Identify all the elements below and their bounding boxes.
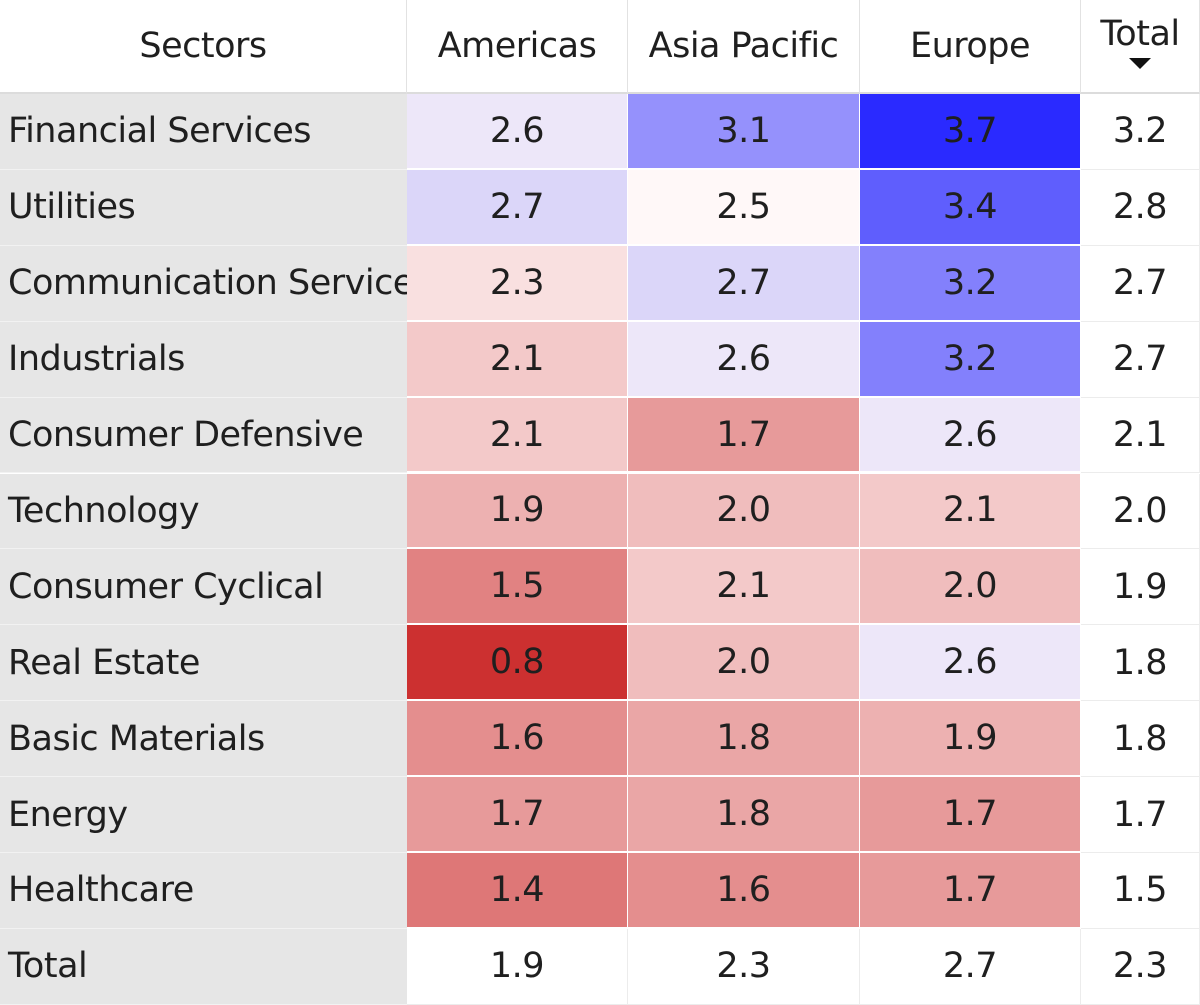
column-header-asia-pacific[interactable]: Asia Pacific: [628, 0, 860, 94]
row-label[interactable]: Industrials: [0, 321, 407, 398]
heatmap-cell[interactable]: 1.7: [860, 853, 1081, 929]
heatmap-cell[interactable]: 2.1: [628, 549, 860, 626]
heatmap-cell[interactable]: 2.5: [628, 169, 860, 246]
row-label[interactable]: Consumer Cyclical: [0, 549, 407, 626]
row-total-cell[interactable]: 2.1: [1081, 397, 1200, 474]
heatmap-cell[interactable]: 1.8: [628, 777, 860, 853]
row-label[interactable]: Financial Services: [0, 94, 407, 170]
heatmap-cell[interactable]: 1.7: [860, 777, 1081, 853]
column-header-europe[interactable]: Europe: [860, 0, 1081, 94]
column-header-total-label: Total: [1100, 14, 1180, 54]
heatmap-cell[interactable]: 1.8: [628, 701, 860, 778]
heatmap-cell[interactable]: 2.1: [860, 473, 1081, 550]
heatmap-cell[interactable]: 2.6: [407, 94, 628, 170]
row-total-cell[interactable]: 1.8: [1081, 625, 1200, 702]
heatmap-cell[interactable]: 3.4: [860, 169, 1081, 246]
column-header-americas[interactable]: Americas: [407, 0, 628, 94]
heatmap-cell[interactable]: 2.1: [407, 321, 628, 398]
row-total-cell[interactable]: 2.7: [1081, 321, 1200, 398]
heatmap-cell[interactable]: 2.6: [860, 397, 1081, 474]
heatmap-cell[interactable]: 2.7: [628, 245, 860, 322]
row-total-cell[interactable]: 1.9: [1081, 549, 1200, 626]
row-label-total[interactable]: Total: [0, 928, 407, 1005]
heatmap-cell[interactable]: 2.0: [628, 625, 860, 702]
heatmap-cell[interactable]: 2.0: [628, 473, 860, 550]
column-total-cell[interactable]: 1.9: [407, 928, 628, 1005]
row-label[interactable]: Basic Materials: [0, 701, 407, 778]
heatmap-cell[interactable]: 3.1: [628, 94, 860, 170]
row-label[interactable]: Real Estate: [0, 625, 407, 702]
column-total-cell[interactable]: 2.3: [628, 928, 860, 1005]
column-header-sectors[interactable]: Sectors: [0, 0, 407, 94]
heatmap-cell[interactable]: 2.7: [407, 169, 628, 246]
row-total-cell[interactable]: 1.8: [1081, 701, 1200, 778]
row-total-cell[interactable]: 3.2: [1081, 94, 1200, 170]
row-label[interactable]: Healthcare: [0, 853, 407, 929]
row-total-cell[interactable]: 1.5: [1081, 853, 1200, 929]
row-total-cell[interactable]: 1.7: [1081, 777, 1200, 853]
heatmap-cell[interactable]: 1.9: [407, 473, 628, 550]
heatmap-cell[interactable]: 1.6: [407, 701, 628, 778]
heatmap-cell[interactable]: 2.0: [860, 549, 1081, 626]
grand-total-cell[interactable]: 2.3: [1081, 928, 1200, 1005]
heatmap-cell[interactable]: 1.9: [860, 701, 1081, 778]
heatmap-cell[interactable]: 2.1: [407, 397, 628, 474]
heatmap-cell[interactable]: 1.5: [407, 549, 628, 626]
heatmap-cell[interactable]: 3.7: [860, 94, 1081, 170]
row-label[interactable]: Consumer Defensive: [0, 397, 407, 474]
sort-descending-icon[interactable]: [1129, 58, 1151, 69]
row-label[interactable]: Technology: [0, 473, 407, 550]
column-header-total[interactable]: Total: [1081, 0, 1200, 94]
heatmap-cell[interactable]: 1.7: [628, 397, 860, 474]
row-label[interactable]: Utilities: [0, 169, 407, 246]
row-total-cell[interactable]: 2.0: [1081, 473, 1200, 550]
column-total-cell[interactable]: 2.7: [860, 928, 1081, 1005]
row-total-cell[interactable]: 2.8: [1081, 169, 1200, 246]
heatmap-cell[interactable]: 2.6: [628, 321, 860, 398]
row-label[interactable]: Communication Services: [0, 245, 407, 322]
heatmap-cell[interactable]: 2.3: [407, 245, 628, 322]
heatmap-cell[interactable]: 1.7: [407, 777, 628, 853]
heatmap-cell[interactable]: 1.4: [407, 853, 628, 929]
heatmap-cell[interactable]: 2.6: [860, 625, 1081, 702]
heatmap-cell[interactable]: 0.8: [407, 625, 628, 702]
row-label[interactable]: Energy: [0, 777, 407, 853]
heatmap-cell[interactable]: 3.2: [860, 321, 1081, 398]
row-total-cell[interactable]: 2.7: [1081, 245, 1200, 322]
heatmap-cell[interactable]: 1.6: [628, 853, 860, 929]
heatmap-cell[interactable]: 3.2: [860, 245, 1081, 322]
